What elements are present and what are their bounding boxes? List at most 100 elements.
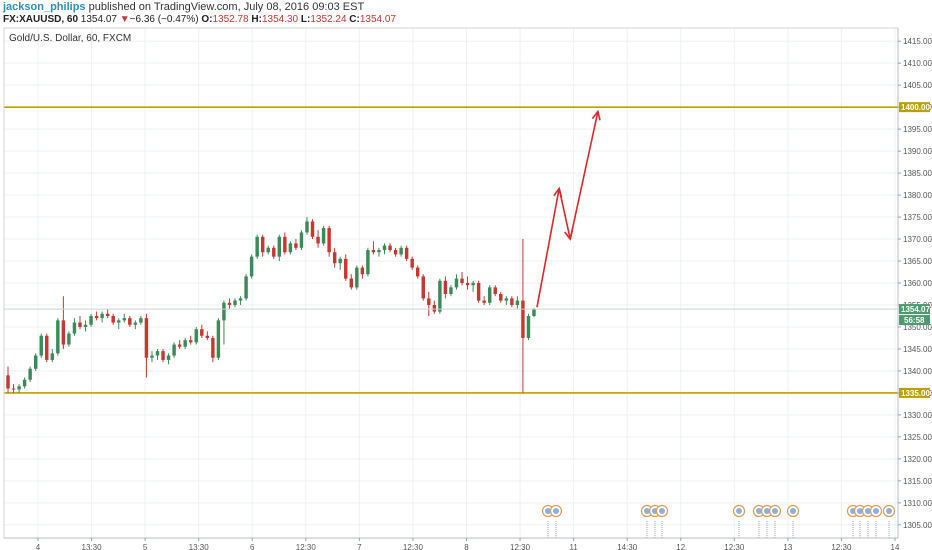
- candle-body: [438, 280, 442, 312]
- candle-body: [377, 250, 381, 253]
- candle-body: [139, 318, 143, 323]
- x-tick-label: 13: [783, 543, 792, 550]
- countdown-box: [899, 315, 930, 326]
- candle-body: [205, 335, 210, 338]
- candle-body: [510, 298, 514, 305]
- candle-body: [266, 247, 270, 253]
- last-price-box-label: 1354.07: [901, 305, 930, 314]
- author-link[interactable]: jackson_philips: [3, 1, 86, 13]
- candle-body: [277, 236, 282, 257]
- y-tick-label: 1365.00: [903, 257, 932, 266]
- price-chart[interactable]: Gold/U.S. Dollar, 60, FXCM 1305.00 1310.0…: [0, 26, 932, 550]
- candle-body: [211, 337, 215, 358]
- low-label: L:: [300, 14, 311, 25]
- y-tick-label: 1385.00: [903, 169, 932, 178]
- flag-icon-center: [736, 508, 742, 514]
- candle-body: [50, 353, 55, 360]
- candle-body: [260, 236, 265, 253]
- candle-body: [238, 298, 243, 301]
- candle-body: [272, 247, 276, 257]
- down-arrow-icon: ▼: [119, 14, 130, 25]
- candle-body: [349, 278, 354, 288]
- time-axis[interactable]: 4 13:30 5 13:30 6 12:30 7 12:30 8 12:30 11 14:30 12 1…: [36, 538, 900, 550]
- flag-icon-center: [644, 508, 650, 514]
- x-tick-label: 14:30: [617, 543, 638, 550]
- chart-title: Gold/U.S. Dollar, 60, FXCM: [9, 33, 131, 44]
- y-tick-label: 1350.00: [903, 323, 932, 332]
- x-tick-label: 12:30: [510, 543, 531, 550]
- flag-icon-center: [764, 508, 770, 514]
- candle-body: [233, 300, 237, 305]
- candle-body: [338, 258, 342, 264]
- candle-body: [222, 302, 226, 321]
- candle-body: [421, 276, 425, 299]
- flag-icon-center: [865, 508, 871, 514]
- last-price: 1354.07: [80, 14, 117, 25]
- x-tick-label: 14: [891, 543, 900, 550]
- candle-body: [454, 278, 459, 288]
- y-tick-label: 1325.00: [903, 433, 932, 442]
- candle-body: [11, 388, 16, 390]
- candle-body: [67, 333, 71, 345]
- horizontal-levels: [4, 106, 898, 394]
- y-tick-label: 1320.00: [903, 455, 932, 464]
- candle-body: [471, 283, 475, 286]
- x-tick-label: 12:30: [724, 543, 745, 550]
- candle-body: [144, 318, 149, 358]
- close-label: C:: [349, 14, 360, 25]
- candle-body: [39, 335, 43, 356]
- level-price-label: 1400.00: [901, 103, 930, 112]
- candle-body: [89, 315, 93, 325]
- x-tick-label: 7: [357, 543, 362, 550]
- candle-body: [105, 313, 110, 316]
- candle-body: [504, 298, 509, 301]
- arrowhead-up-2: [591, 109, 601, 121]
- x-tick-label: 13:30: [82, 543, 103, 550]
- candle-body: [316, 236, 320, 244]
- candle-body: [255, 236, 259, 257]
- arrowhead-up-1: [553, 186, 563, 198]
- flag-icon-center: [772, 508, 778, 514]
- x-tick-label: 5: [143, 543, 148, 550]
- candle-body: [45, 335, 49, 360]
- flag-icon-center: [756, 508, 762, 514]
- open-label: O:: [201, 14, 213, 25]
- candle-body: [344, 258, 348, 279]
- candle-body: [249, 256, 254, 277]
- flag-icon-center: [857, 508, 863, 514]
- level-price-label: 1335.00: [901, 389, 930, 398]
- candle-body: [299, 232, 304, 248]
- candle-body: [432, 304, 437, 312]
- x-tick-label: 13:30: [189, 543, 210, 550]
- candle-body: [321, 228, 326, 244]
- candle-body: [194, 329, 198, 343]
- candle-body: [161, 351, 165, 360]
- candle-body: [443, 280, 448, 294]
- candle-body: [366, 250, 370, 275]
- candle-body: [388, 245, 392, 251]
- candle-body: [166, 355, 171, 360]
- candle-body: [465, 283, 470, 286]
- candle-body: [133, 322, 138, 325]
- flag-icon-center: [545, 508, 551, 514]
- candle-body: [427, 298, 431, 305]
- y-tick-label: 1390.00: [903, 147, 932, 156]
- candle-body: [72, 322, 77, 334]
- candle-body: [94, 315, 99, 319]
- candle-body: [6, 375, 10, 389]
- candle-body: [117, 320, 121, 323]
- x-tick-label: 6: [250, 543, 255, 550]
- candle-body: [283, 236, 287, 253]
- candle-body: [360, 267, 365, 275]
- x-tick-label: 11: [569, 543, 578, 550]
- candle-body: [487, 287, 492, 303]
- candle-body: [460, 278, 464, 283]
- symbol-line: FX:XAUUSD, 60 1354.07 ▼−6.36 (−0.47%) O:…: [3, 14, 396, 25]
- publish-line: jackson_philips published on TradingView…: [3, 1, 364, 13]
- y-tick-label: 1370.00: [903, 235, 932, 244]
- y-tick-label: 1330.00: [903, 411, 932, 420]
- high-label: H:: [251, 14, 262, 25]
- y-tick-label: 1360.00: [903, 279, 932, 288]
- candle-body: [56, 320, 60, 354]
- y-tick-label: 1410.00: [903, 59, 932, 68]
